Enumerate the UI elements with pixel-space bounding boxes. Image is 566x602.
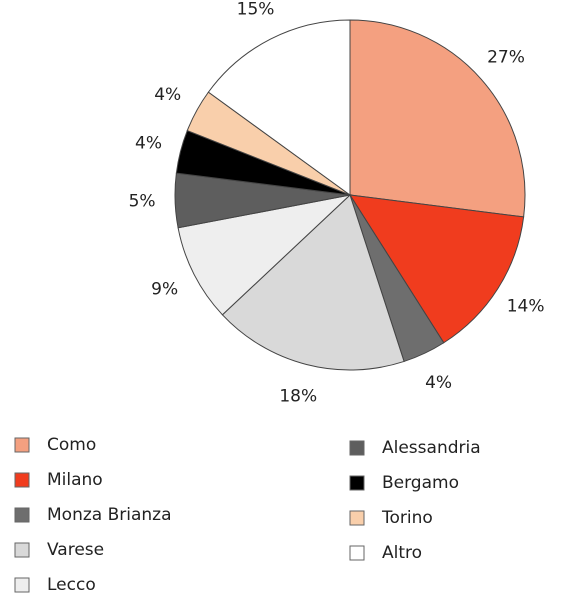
- legend-swatch: [349, 510, 365, 526]
- data-label: 5%: [129, 192, 156, 212]
- legend-label: Varese: [47, 540, 104, 560]
- data-label: 14%: [507, 296, 545, 316]
- legend-swatch: [349, 545, 365, 561]
- pie-slice: [221, 194, 405, 371]
- pie-slice: [349, 19, 526, 218]
- pie-slice: [207, 19, 351, 196]
- legend-label: Alessandria: [382, 438, 481, 458]
- data-label: 4%: [425, 373, 452, 393]
- legend-swatch: [349, 475, 365, 491]
- legend-label: Bergamo: [382, 473, 459, 493]
- legend-swatch: [349, 440, 365, 456]
- legend-swatch: [14, 577, 30, 593]
- data-label: 18%: [279, 386, 317, 406]
- legend-label: Como: [47, 435, 96, 455]
- data-label: 15%: [237, 0, 275, 20]
- legend-label: Altro: [382, 543, 422, 563]
- legend-swatch: [14, 507, 30, 523]
- data-label: 27%: [487, 47, 525, 67]
- pie-slice: [349, 194, 525, 344]
- legend-label: Torino: [381, 508, 433, 528]
- legend-swatch: [14, 472, 30, 488]
- legend-label: Lecco: [47, 575, 96, 595]
- legend-label: Monza Brianza: [47, 505, 172, 525]
- data-label: 9%: [151, 279, 178, 299]
- pie-slice: [177, 194, 352, 316]
- data-label: 4%: [135, 133, 162, 153]
- legend-swatch: [14, 437, 30, 453]
- legend-label: Milano: [47, 470, 103, 490]
- legend-swatch: [14, 542, 30, 558]
- data-label: 4%: [154, 85, 181, 105]
